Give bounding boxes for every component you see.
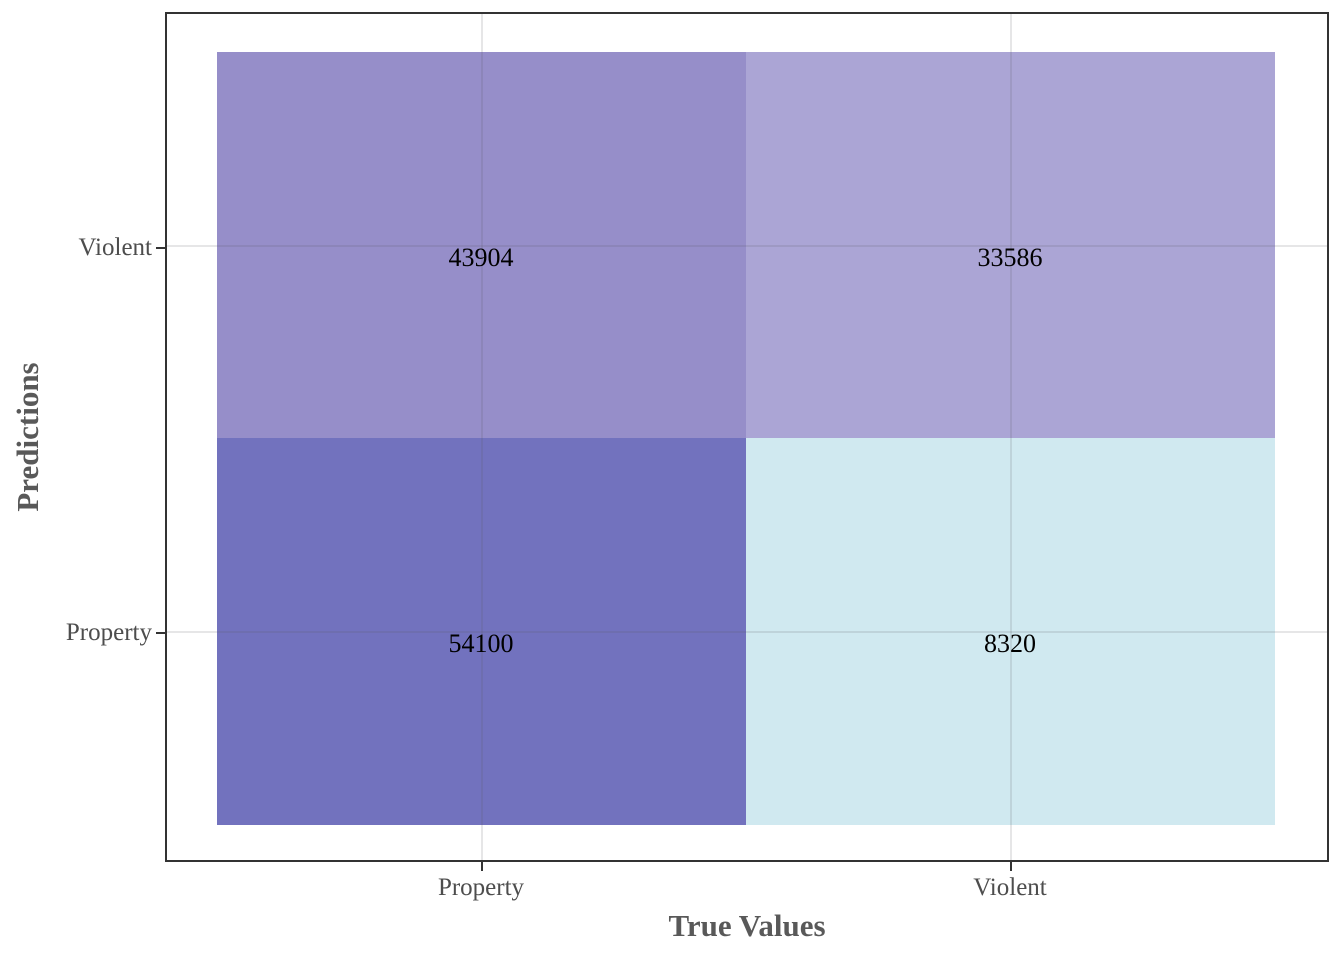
x-axis-tick-property (480, 862, 483, 871)
cell-count-label: 43904 (448, 243, 514, 272)
x-axis-tick-label-property: Property (437, 874, 525, 901)
cell-count-label: 33586 (977, 243, 1043, 272)
x-axis-tick-violent (1009, 862, 1012, 871)
heatmap-cell-violent-pred-violent-true (746, 52, 1275, 438)
y-axis-tick-property (156, 631, 165, 634)
cell-count-label: 8320 (984, 629, 1036, 658)
heatmap-cell-property-pred-violent-true (746, 438, 1275, 825)
gridline-horizontal-violent (167, 244, 1327, 247)
y-axis-tick-label-property: Property (65, 619, 152, 646)
x-axis-title: True Values (668, 908, 826, 943)
y-axis-title: Predictions (10, 362, 45, 512)
cell-count-label: 54100 (448, 629, 514, 658)
y-axis-tick-label-violent: Violent (78, 234, 153, 261)
plot-panel-border (165, 12, 1329, 862)
gridline-vertical-violent (1009, 14, 1012, 860)
heatmap-cell-violent-pred-property-true (217, 52, 746, 438)
gridline-vertical-property (480, 14, 483, 860)
heatmap-cell-property-pred-property-true (217, 438, 746, 825)
gridline-horizontal-property (167, 631, 1327, 633)
x-axis-tick-label-violent: Violent (973, 874, 1047, 901)
y-axis-tick-violent (156, 246, 165, 249)
